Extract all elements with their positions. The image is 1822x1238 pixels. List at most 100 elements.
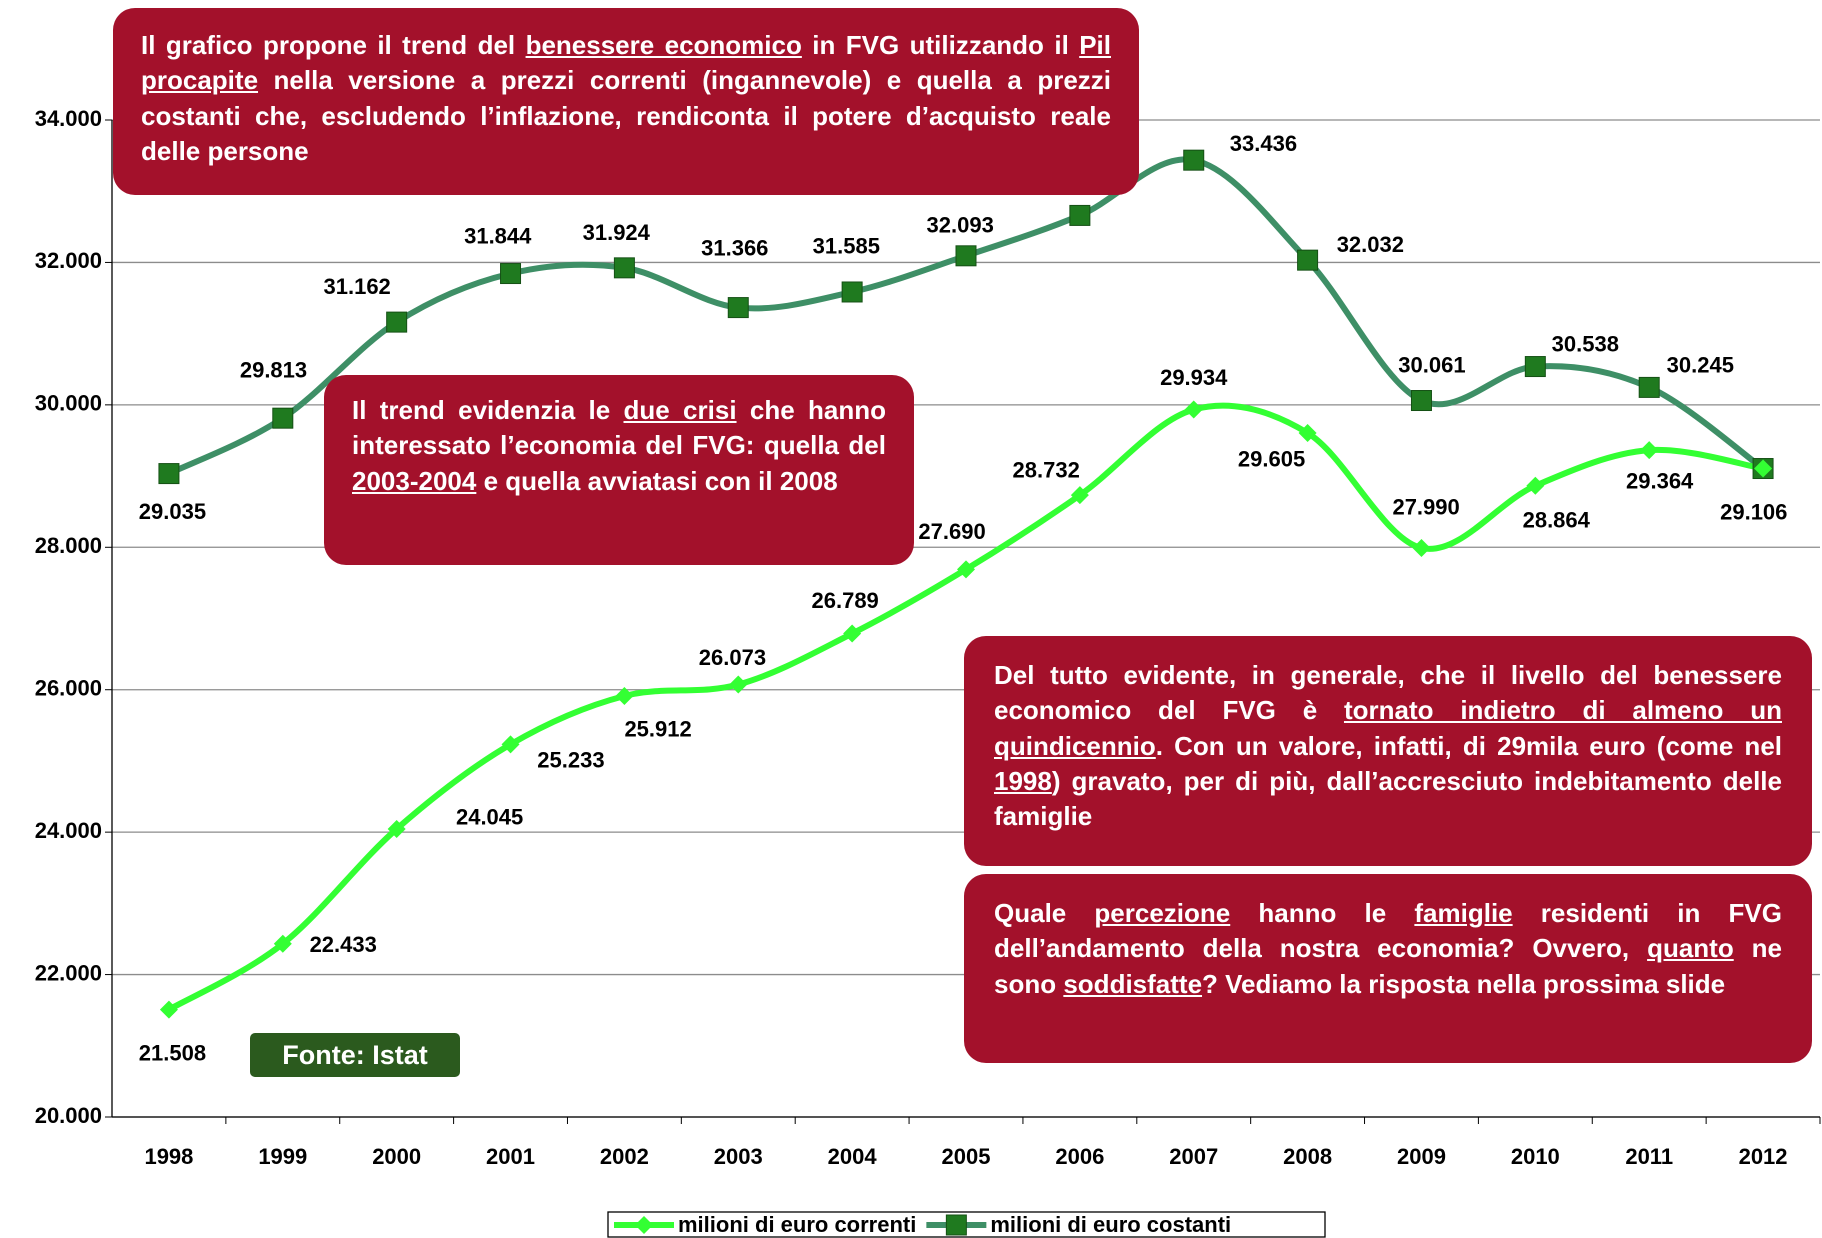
text: Pil procapite [141,30,1111,96]
x-tick-label: 1998 [144,1144,193,1169]
x-tick-label: 2002 [600,1144,649,1169]
point [1754,459,1773,478]
text: Del tutto evidente, in generale, che il … [994,660,1782,726]
x-tick-label: 2011 [1625,1144,1673,1169]
text: nella versione a prezzi correnti (ingann… [141,65,1111,167]
point [158,463,180,485]
text: residenti in FVG dell’andamento della no… [994,898,1783,964]
text: famiglie [1414,898,1513,928]
point [1412,538,1431,557]
point [957,560,975,579]
point [615,686,634,705]
y-tick-label: 34.000 [35,106,102,131]
y-tick-label: 22.000 [35,960,102,985]
data-label: 29.364 [1626,468,1694,493]
data-label: 21.508 [139,1041,206,1066]
point [1069,204,1091,226]
point [1410,390,1432,412]
annotation: Del tutto evidente, in generale, che il … [964,636,1812,866]
y-tick-label: 26.000 [35,676,102,701]
annotation: Il grafico propone il trend del benesser… [113,8,1139,195]
text: 2003-2004 [352,465,477,496]
point [386,311,408,333]
text: due crisi [623,395,737,425]
x-tick-label: 2012 [1739,1144,1788,1169]
data-label: 27.690 [918,519,985,544]
text: ) gravato, per di più, dall’accresciuto … [994,766,1782,832]
data-label: 31.162 [324,274,391,299]
legend-marker [635,1216,653,1234]
data-label: 28.732 [1013,458,1080,483]
y-tick-label: 20.000 [35,1103,102,1128]
text: in FVG utilizzando il [801,30,1080,60]
text: soddisfatte [1063,968,1203,999]
x-tick-label: 2010 [1511,1144,1560,1169]
x-tick-label: 2000 [372,1144,421,1169]
data-label: 32.093 [927,213,994,238]
data-label: 33.436 [1230,131,1297,156]
x-tick-label: 2005 [942,1144,991,1169]
data-label: 26.073 [699,645,766,670]
text: e quella avviatasi con il 2008 [476,465,838,496]
data-label: 30.245 [1667,352,1734,377]
x-tick-label: 2004 [828,1144,878,1169]
annotation: Quale percezione hanno le famiglie resid… [964,874,1812,1063]
x-tick-label: 1999 [258,1144,307,1169]
y-tick-label: 28.000 [35,533,102,558]
point [1070,486,1089,505]
point [729,675,748,694]
legend-label: milioni di euro costanti [990,1212,1231,1237]
x-tick-label: 2006 [1055,1144,1104,1169]
data-label: 29.605 [1238,447,1305,472]
text: . Con un valore, infatti, di 29mila euro… [1155,730,1782,761]
data-label: 29.106 [1720,500,1787,525]
data-label: 25.912 [624,717,691,742]
text: 1998 [994,766,1052,797]
text: Il trend evidenzia le [352,395,624,425]
text: percezione [1094,898,1231,928]
text: ? Vediamo la risposta nella prossima sli… [1202,968,1726,999]
legend-label: milioni di euro correnti [678,1212,916,1237]
text: che hanno interessato l’economia del FVG… [352,395,886,461]
point [841,281,863,303]
point [1298,423,1317,442]
point [613,257,635,279]
data-label: 31.585 [813,234,880,259]
point [1638,376,1660,398]
point [955,245,977,267]
point [387,819,406,838]
source: Fonte: Istat [250,1033,460,1077]
x-tick-label: 2003 [714,1144,763,1169]
text: ne sono [994,933,1782,999]
point [843,624,862,643]
point [1640,441,1659,460]
point [1526,476,1545,495]
point [501,735,520,754]
text: Quale [994,898,1095,928]
data-label: 31.366 [701,235,768,260]
data-label: 31.844 [464,223,532,248]
y-tick-label: 30.000 [35,391,102,416]
point [500,263,522,285]
data-label: 30.061 [1398,353,1465,378]
text: benessere economico [525,30,802,60]
data-label: 22.433 [310,932,377,957]
point [1183,149,1205,171]
point [273,934,292,953]
text: quanto [1647,933,1734,964]
annotation: Il trend evidenzia le due crisi che hann… [324,375,914,565]
x-tick-label: 2007 [1169,1144,1218,1169]
y-tick-label: 24.000 [35,818,102,843]
point [272,407,294,429]
data-label: 26.789 [812,588,879,613]
data-label: 27.990 [1392,494,1459,519]
x-tick-label: 2008 [1283,1144,1332,1169]
x-tick-label: 2001 [486,1144,535,1169]
point [1524,356,1546,378]
data-label: 32.032 [1337,232,1404,257]
data-label: 28.864 [1523,508,1591,533]
data-label: 29.813 [240,358,307,383]
data-label: 25.233 [537,748,604,773]
